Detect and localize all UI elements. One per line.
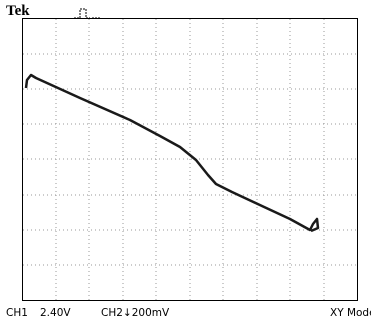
- ch2-scale: CH2↓200mV: [101, 307, 170, 319]
- xy-trace: [26, 75, 318, 231]
- ch1-label: CH1: [6, 307, 28, 319]
- trigger-icon: [74, 9, 100, 18]
- graticule: [23, 19, 357, 300]
- mode-label: XY Mode: [330, 307, 371, 319]
- page: Tek CH1 2.40V CH2↓200mV XY Mode (() => {…: [0, 0, 371, 320]
- brand: Tek: [6, 3, 30, 19]
- ch1-scale: 2.40V: [40, 307, 71, 319]
- scope-screen: Tek CH1 2.40V CH2↓200mV XY Mode: [0, 0, 371, 320]
